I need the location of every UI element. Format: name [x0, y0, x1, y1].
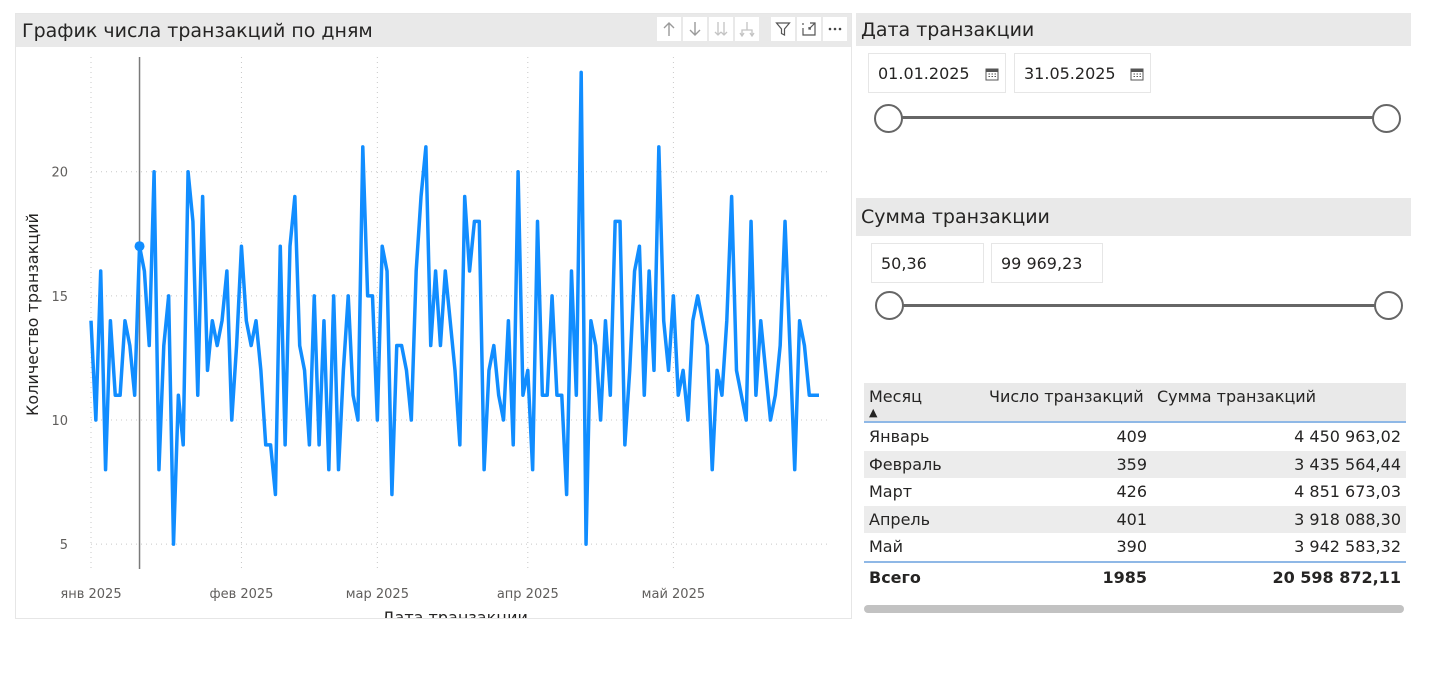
transactions-table-visual: Месяц ▲ Число транзакций Сумма транзакци…	[864, 383, 1406, 593]
sort-ascending-icon: ▲	[869, 406, 878, 419]
horizontal-scrollbar[interactable]	[864, 605, 1404, 613]
filter-button[interactable]	[771, 17, 795, 41]
y-tick-label: 20	[51, 166, 68, 181]
x-axis-title: Дата транзакции	[382, 608, 528, 618]
expand-hierarchy-icon	[739, 22, 755, 37]
column-header-sum[interactable]: Сумма транзакций	[1152, 383, 1406, 423]
line-chart-visual[interactable]: График числа транзакций по дням	[15, 13, 852, 619]
series-line	[89, 70, 819, 546]
table-cell-month: Апрель	[864, 505, 984, 533]
expand-next-level-icon	[714, 22, 728, 36]
amount-slider-min-handle[interactable]	[875, 291, 904, 320]
table-cell-count: 426	[1116, 482, 1147, 502]
min-amount-input[interactable]: 50,36	[871, 243, 984, 283]
expand-hierarchy-button[interactable]	[735, 17, 759, 41]
end-date-input[interactable]: 31.05.2025	[1014, 53, 1151, 93]
table-row[interactable]: Апрель 401 3 918 088,30	[864, 505, 1406, 533]
amount-slider-max-handle[interactable]	[1374, 291, 1403, 320]
table-cell-sum: 4 450 963,02	[1294, 427, 1401, 447]
table-total-label: Всего	[864, 560, 984, 593]
x-tick-label: янв 2025	[60, 587, 121, 602]
max-amount-value: 99 969,23	[1001, 253, 1083, 273]
table-cell-month: Май	[869, 537, 904, 557]
x-tick-label: апр 2025	[497, 587, 559, 602]
x-tick-label: мар 2025	[346, 587, 409, 602]
drill-down-button[interactable]	[683, 17, 707, 41]
calendar-icon[interactable]	[1130, 67, 1144, 81]
table-cell-sum: 3 435 564,44	[1152, 450, 1406, 478]
table-header-row: Месяц ▲ Число транзакций Сумма транзакци…	[864, 383, 1406, 423]
date-slicer-title: Дата транзакции	[856, 13, 1411, 46]
table-cell-count: 409	[1116, 427, 1147, 447]
column-header-count[interactable]: Число транзакций	[984, 383, 1152, 423]
table-row[interactable]: Февраль 359 3 435 564,44	[864, 450, 1406, 478]
line-chart-plot[interactable]: 5 10 15 20 янв 2025 фев 2025 мар 2025 апр 2025 м…	[16, 47, 851, 618]
expand-next-level-button[interactable]	[709, 17, 733, 41]
y-tick-label: 5	[60, 538, 68, 553]
end-date-value: 31.05.2025	[1024, 63, 1116, 83]
focus-mode-button[interactable]	[797, 17, 821, 41]
y-tick-label: 15	[51, 290, 68, 305]
amount-slider-track[interactable]	[889, 304, 1389, 307]
date-slider-end-handle[interactable]	[1372, 104, 1401, 133]
table-cell-count: 390	[1116, 537, 1147, 557]
calendar-icon[interactable]	[985, 67, 999, 81]
table-row[interactable]: Январь 409 4 450 963,02	[864, 422, 1406, 451]
table-cell-month: Январь	[869, 427, 930, 447]
transactions-table: Месяц ▲ Число транзакций Сумма транзакци…	[864, 383, 1406, 593]
table-total-count: 1985	[984, 560, 1152, 593]
table-total-row: Всего 1985 20 598 872,11	[864, 560, 1406, 593]
date-slicer: Дата транзакции 01.01.2025 31.05.2025	[856, 13, 1411, 133]
amount-slicer-title: Сумма транзакции	[856, 198, 1411, 236]
column-header-month[interactable]: Месяц ▲	[864, 383, 984, 423]
drill-up-icon	[663, 22, 675, 36]
date-slider-track[interactable]	[887, 116, 1387, 119]
y-axis-title: Количество транзакций	[23, 213, 42, 416]
max-amount-input[interactable]: 99 969,23	[991, 243, 1103, 283]
y-tick-label: 10	[51, 414, 68, 429]
table-cell-count: 359	[984, 450, 1152, 478]
highlighted-data-point	[134, 241, 145, 252]
table-cell-sum: 3 942 583,32	[1294, 537, 1401, 557]
drill-up-button[interactable]	[657, 17, 681, 41]
visual-toolbar	[657, 17, 847, 41]
table-cell-sum: 4 851 673,03	[1294, 482, 1401, 502]
table-row[interactable]: Май 390 3 942 583,32	[864, 533, 1406, 562]
start-date-value: 01.01.2025	[878, 63, 970, 83]
focus-mode-icon	[802, 22, 816, 36]
amount-slicer: Сумма транзакции 50,36 99 969,23	[856, 198, 1411, 323]
start-date-input[interactable]: 01.01.2025	[868, 53, 1006, 93]
min-amount-value: 50,36	[881, 253, 927, 273]
date-slider-start-handle[interactable]	[874, 104, 903, 133]
chart-header: График числа транзакций по дням	[16, 14, 851, 47]
toolbar-spacer	[761, 17, 769, 41]
column-header-label: Число транзакций	[989, 387, 1144, 406]
x-tick-label: фев 2025	[209, 587, 273, 602]
chart-title: График числа транзакций по дням	[22, 19, 373, 42]
table-cell-sum: 3 918 088,30	[1152, 505, 1406, 533]
x-tick-label: май 2025	[642, 587, 705, 602]
more-options-button[interactable]	[823, 17, 847, 41]
column-header-label: Месяц	[869, 387, 922, 406]
table-cell-count: 401	[984, 505, 1152, 533]
table-cell-month: Февраль	[864, 450, 984, 478]
column-header-label: Сумма транзакций	[1157, 387, 1317, 406]
table-cell-month: Март	[869, 482, 913, 502]
table-row[interactable]: Март 426 4 851 673,03	[864, 478, 1406, 506]
drill-down-icon	[689, 22, 701, 36]
table-total-sum: 20 598 872,11	[1152, 560, 1406, 593]
more-options-icon	[828, 27, 842, 31]
filter-icon	[775, 22, 791, 36]
